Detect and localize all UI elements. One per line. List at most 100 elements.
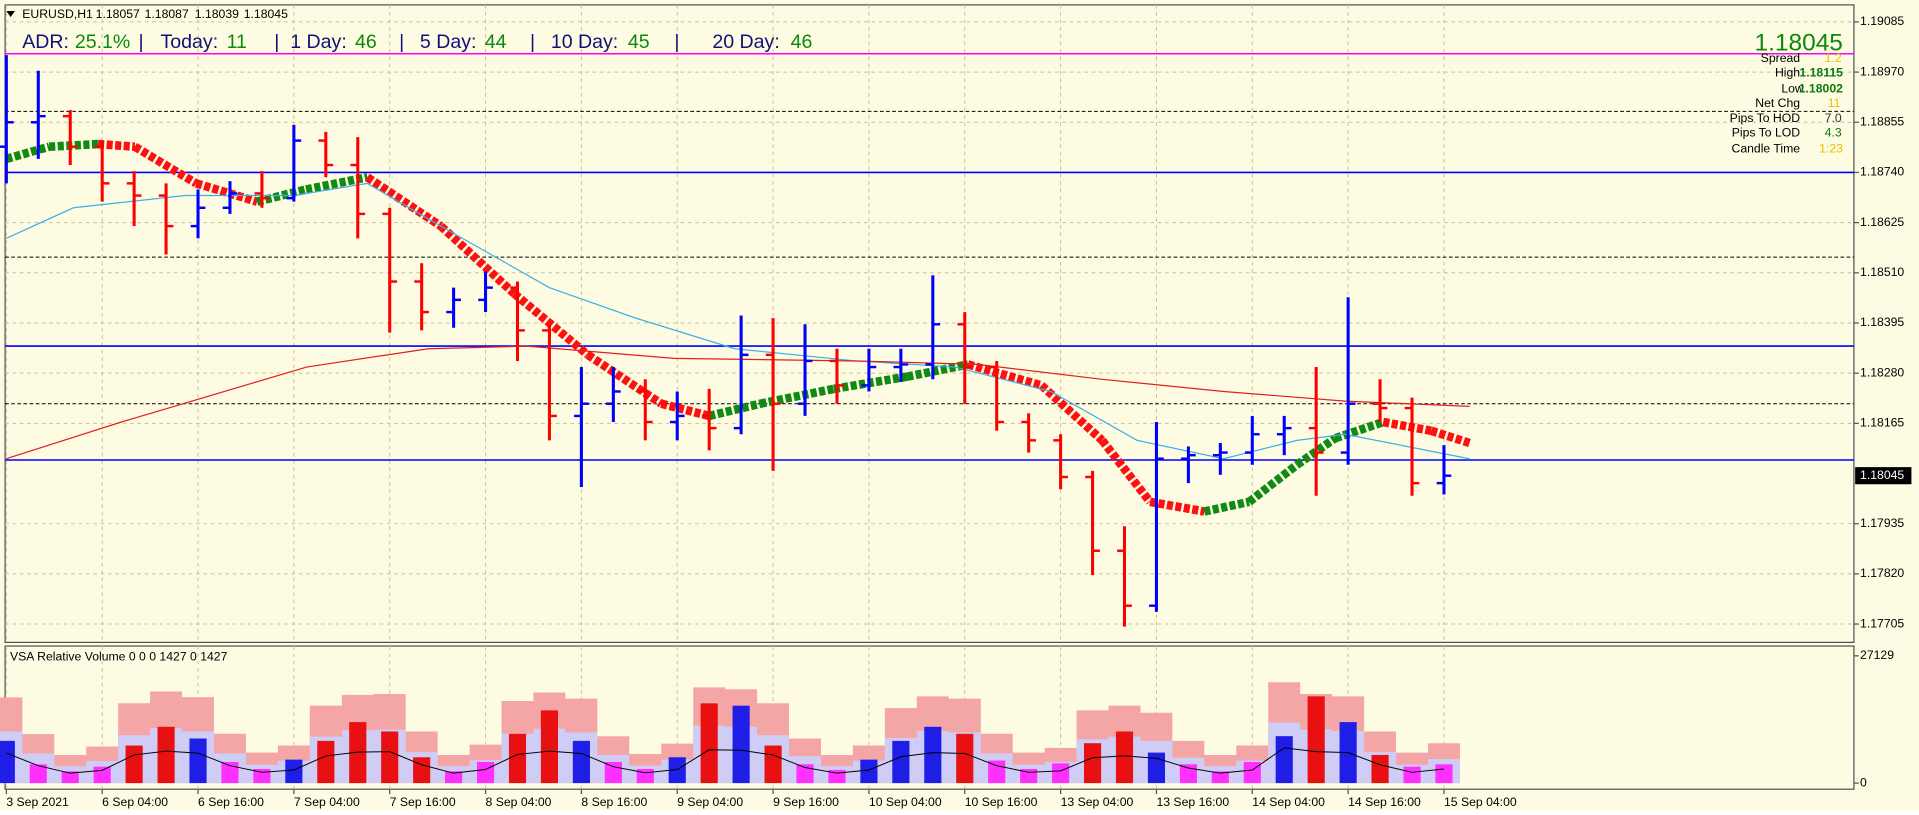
info-label: Net Chg [1755,96,1800,110]
info-label: Pips To LOD [1732,126,1801,140]
volume-bar [668,757,686,784]
info-label: Low [1781,82,1804,96]
y-tick-label: 1.19085 [1860,14,1904,28]
y-tick-label: 1.17820 [1860,566,1904,580]
adr-item-label: Today: [161,31,219,53]
volume-bar [572,740,590,784]
volume-bar [189,738,207,784]
volume-bar [1147,752,1166,784]
volume-bar [1275,736,1293,784]
x-tick-label: 8 Sep 04:00 [486,795,552,809]
volume-bar [445,771,463,784]
signal-line-segment [511,290,591,359]
marks-layer [0,52,1854,784]
volume-bar [1243,761,1261,784]
signal-line-segment [966,360,1043,390]
quote-open: 1.18057 [96,7,140,21]
volume-bar [253,769,271,784]
volume-bar [1115,731,1134,784]
signal-line-segment [1149,497,1206,516]
signal-line-segment [906,360,969,381]
moving-average [6,345,1470,460]
volume-bar [1307,696,1325,784]
y-tick-label: 1.17935 [1860,516,1904,530]
quote-high: 1.18087 [145,7,189,21]
volume-bar [1403,766,1421,784]
info-label: High [1775,66,1800,80]
signal-line-segment [1038,382,1106,444]
volume-bar [93,766,111,784]
volume-bar [61,771,79,784]
y-tick-label: 1.17705 [1860,616,1904,630]
price-label-box [1855,467,1912,485]
volume-bar [508,733,527,784]
info-label: Spread [1761,51,1801,65]
signal-line-segment [1246,461,1300,506]
volume-bar [413,757,431,784]
x-tick-label: 13 Sep 16:00 [1156,795,1229,809]
adr-item-value: 44 [485,31,507,53]
separator: | [274,31,279,53]
volume-bar [29,764,47,784]
adr-item-label: 10 Day: [551,31,618,53]
x-tick-label: 8 Sep 16:00 [581,795,647,809]
volume-bar [0,740,15,784]
y-tick-label: 1.18625 [1860,215,1904,229]
adr-item-value: 11 [227,31,247,53]
main-panel [4,4,1855,643]
volume-bar [924,726,942,784]
volume-bar [157,726,175,784]
volume-bar [1052,763,1070,784]
info-value: 11 [1828,96,1841,110]
volume-bar [1371,754,1389,784]
y-tick-label: 1.18970 [1860,64,1904,78]
volume-bar [764,745,782,784]
signal-line-segment [5,142,51,164]
adr-value: 25.1% [75,31,130,53]
x-tick-label: 7 Sep 04:00 [294,795,360,809]
volume-bar [636,769,654,784]
volume-bar [732,705,750,784]
x-tick-label: 7 Sep 16:00 [390,795,456,809]
adr-item-label: 20 Day: [712,31,779,53]
signal-line-segment [585,351,664,408]
adr-item-label: 1 Day: [290,31,347,53]
y-tick-label: 0 [1860,775,1867,789]
signal-line-segment [194,179,259,206]
separator: | [674,31,679,53]
adr-item-value: 45 [628,31,650,53]
volume-bar [892,740,910,784]
volume-bar [1179,764,1197,784]
volume-bar [604,761,622,784]
x-tick-label: 6 Sep 04:00 [102,795,168,809]
volume-title: VSA Relative Volume 0 0 0 1427 0 1427 [10,649,228,663]
price-label: 1.18045 [1860,468,1904,482]
signal-line-segment [97,139,136,151]
menu-arrow[interactable] [6,11,15,18]
adr-item-value: 46 [355,31,377,53]
info-value: 1.2 [1825,51,1842,65]
y-tick-label: 1.18280 [1860,365,1904,379]
volume-bar [221,761,239,784]
volume-bar [317,740,335,784]
info-label: Candle Time [1731,142,1800,156]
volume-bar [956,733,974,784]
volume-bar [1211,771,1229,784]
y-tick-label: 1.18395 [1860,315,1904,329]
volume-bar [125,745,143,784]
volume-bar [988,760,1006,784]
adr-label: ADR: [22,31,69,53]
y-tick-label: 1.18165 [1860,416,1904,430]
info-value: 1.18115 [1799,66,1843,80]
x-tick-label: 13 Sep 04:00 [1061,795,1134,809]
volume-bar [285,759,303,784]
volume-bar [540,710,559,784]
volume-bar [1083,743,1102,784]
volume-bar [1435,764,1453,784]
signal-line-segment [833,372,908,394]
info-price: 1.18045 [1754,30,1842,57]
info-value: 7.0 [1825,111,1842,125]
